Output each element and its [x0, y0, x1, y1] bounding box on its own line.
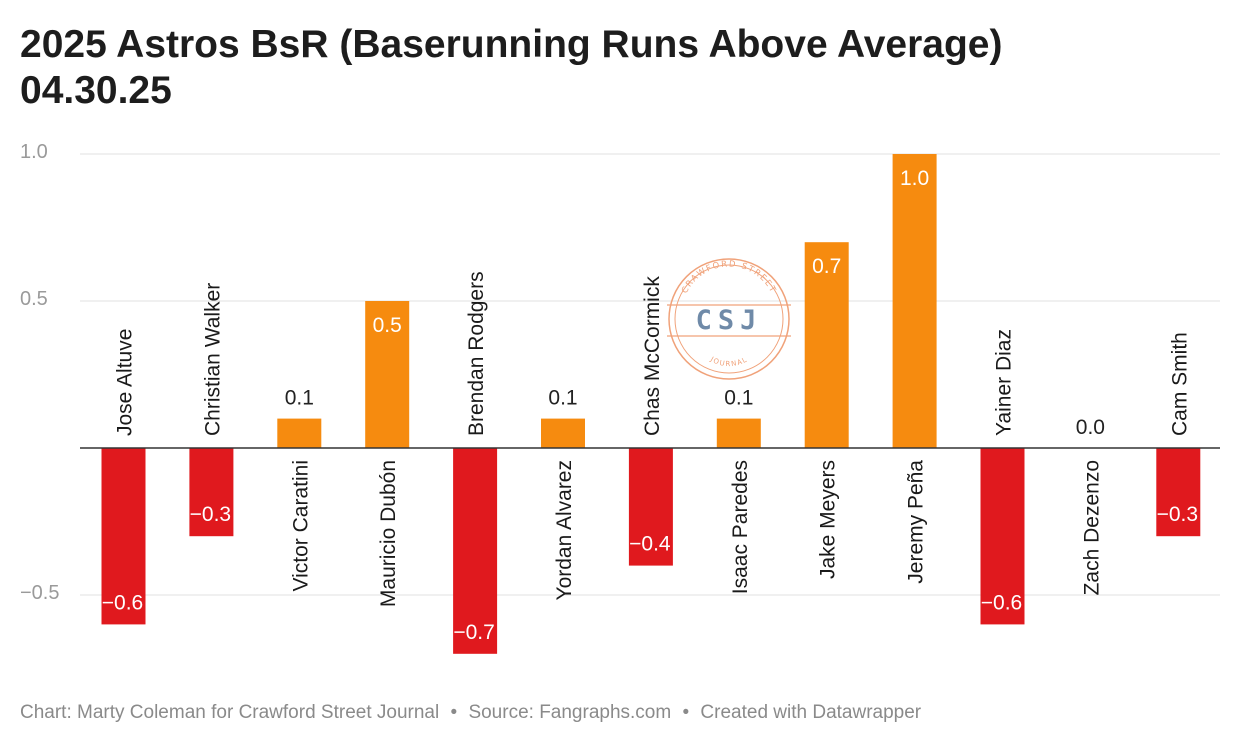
value-label: 1.0 — [900, 167, 929, 190]
bar — [101, 448, 146, 625]
title-line-1: 2025 Astros BsR (Baserunning Runs Above … — [20, 23, 1003, 66]
bar — [365, 301, 410, 448]
footer-separator: • — [682, 702, 690, 723]
category-label: Jeremy Peña — [905, 460, 928, 584]
category-label: Yainer Diaz — [993, 329, 1016, 436]
bar — [541, 418, 585, 448]
bar — [892, 154, 937, 448]
bar — [277, 418, 322, 448]
chart-title: 2025 Astros BsR (Baserunning Runs Above … — [20, 22, 1220, 114]
value-label: −0.7 — [453, 621, 494, 644]
footer-separator: • — [450, 702, 458, 723]
value-label: −0.3 — [1157, 503, 1198, 526]
value-label: −0.6 — [102, 591, 143, 614]
footer-tool: Created with Datawrapper — [700, 702, 922, 723]
category-label: Zach Dezenzo — [1080, 460, 1103, 595]
category-label: Mauricio Dubón — [377, 460, 400, 607]
footer-source: Source: Fangraphs.com — [468, 702, 672, 723]
bar — [453, 448, 498, 654]
csj-watermark-logo: CRAWFORD STREET JOURNAL CSJ — [667, 258, 791, 380]
label-layer: Jose Altuve −0.6 Christian Walker −0.3 Victo… — [102, 167, 1198, 644]
y-tick-label: −0.5 — [20, 582, 59, 604]
category-label: Cam Smith — [1168, 332, 1191, 436]
category-label: Chas McCormick — [641, 276, 664, 436]
grid-layer: −0.5 0.5 1.0 — [20, 141, 1220, 604]
title-line-2: 04.30.25 — [20, 69, 172, 112]
logo-inner-ring — [674, 264, 784, 374]
category-label: Jose Altuve — [114, 329, 137, 436]
bar — [628, 448, 673, 566]
value-label: −0.4 — [629, 533, 671, 556]
y-tick-label: 1.0 — [20, 141, 48, 163]
value-label: 0.1 — [548, 387, 577, 410]
bar — [804, 242, 849, 448]
value-label: 0.0 — [1076, 416, 1105, 439]
category-label: Jake Meyers — [817, 460, 840, 579]
value-label: −0.3 — [190, 503, 231, 526]
chart-footer: Chart: Marty Coleman for Crawford Street… — [20, 702, 921, 724]
category-label: Isaac Paredes — [729, 460, 752, 594]
value-label: 0.7 — [812, 255, 841, 278]
logo-center-text: CSJ — [696, 305, 763, 336]
footer-credit: Chart: Marty Coleman for Crawford Street… — [20, 702, 440, 723]
logo-bottom-text: JOURNAL — [708, 355, 749, 368]
y-tick-label: 0.5 — [20, 288, 48, 310]
logo-outer-ring — [668, 258, 790, 380]
value-label: 0.1 — [285, 387, 314, 410]
value-label: −0.6 — [981, 591, 1022, 614]
value-label: 0.1 — [724, 387, 753, 410]
bar — [716, 418, 761, 448]
category-label: Yordan Alvarez — [553, 460, 576, 601]
logo-top-text: CRAWFORD STREET — [680, 259, 778, 295]
bar-layer — [80, 154, 1220, 654]
category-label: Victor Caratini — [289, 460, 312, 592]
category-label: Brendan Rodgers — [465, 271, 488, 436]
value-label: 0.5 — [373, 314, 402, 337]
bar — [980, 448, 1025, 625]
bar — [189, 448, 234, 537]
bar — [1156, 448, 1201, 537]
category-label: Christian Walker — [201, 283, 224, 436]
